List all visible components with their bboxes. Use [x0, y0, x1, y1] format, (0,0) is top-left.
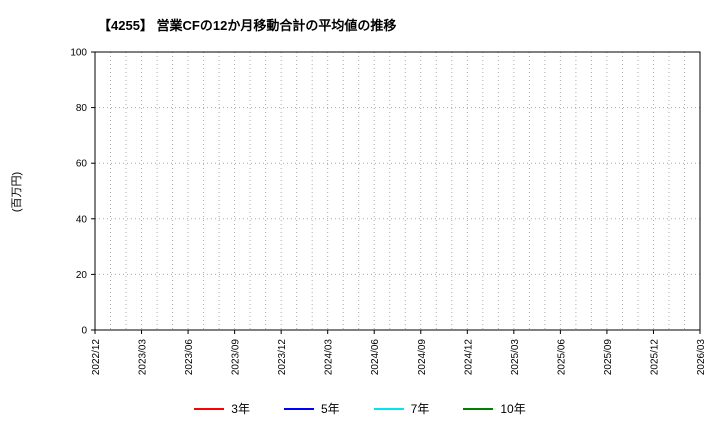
- legend-item: 5年: [283, 400, 340, 417]
- legend-item: 3年: [194, 400, 250, 417]
- y-tick-label: 0: [81, 326, 87, 337]
- legend-label: 5年: [320, 402, 340, 416]
- x-tick-label: 2024/03: [324, 339, 335, 376]
- legend: 3年 5年 7年 10年: [0, 400, 720, 417]
- x-tick-label: 2025/12: [649, 339, 660, 376]
- x-tick-label: 2025/03: [510, 339, 521, 376]
- legend-line-icon: [373, 407, 404, 410]
- x-tick-label: 2024/12: [463, 339, 474, 376]
- plot-frame: [94, 51, 701, 331]
- x-tick-label: 2023/03: [138, 339, 149, 376]
- legend-line-icon: [283, 407, 314, 410]
- legend-line-icon: [463, 407, 494, 410]
- y-tick-label: 80: [76, 103, 88, 114]
- x-tick-label: 2024/09: [417, 339, 428, 376]
- chart-title: 【4255】 営業CFの12か月移動合計の平均値の推移: [98, 18, 397, 33]
- x-tick-label: 2023/09: [231, 339, 242, 376]
- legend-label: 3年: [231, 402, 250, 416]
- legend-label: 7年: [410, 402, 430, 416]
- x-tick-label: 2025/06: [556, 339, 567, 376]
- legend-line-icon: [194, 407, 225, 410]
- y-tick-label: 100: [70, 48, 87, 59]
- x-tick-label: 2026/03: [696, 339, 707, 376]
- legend-item: 7年: [373, 400, 430, 417]
- legend-label: 10年: [500, 402, 526, 416]
- y-tick-label: 20: [76, 270, 88, 281]
- x-tick-label: 2024/06: [370, 339, 381, 376]
- x-tick-label: 2023/06: [184, 339, 195, 376]
- x-tick-label: 2022/12: [91, 339, 102, 376]
- x-tick-label: 2025/09: [603, 339, 614, 376]
- legend-item: 10年: [463, 400, 526, 417]
- y-tick-label: 40: [76, 214, 88, 225]
- y-tick-label: 60: [76, 159, 88, 170]
- x-tick-label: 2023/12: [277, 339, 288, 376]
